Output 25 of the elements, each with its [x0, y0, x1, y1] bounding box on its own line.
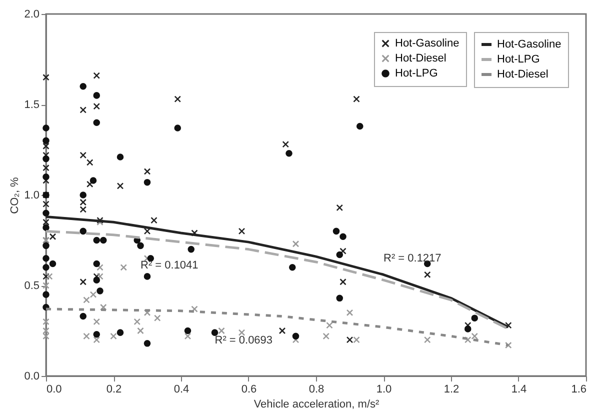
annotation: R² = 0.1217 [384, 252, 442, 265]
x-tick-label: 1.0 [376, 384, 392, 396]
annotation: R² = 0.0693 [214, 334, 273, 347]
x-tick-label: 0.6 [241, 384, 257, 396]
x-tick-label: 0.0 [46, 384, 62, 396]
y-axis-title: CO₂, % [9, 176, 22, 214]
legend-label: Hot-LPG [497, 54, 540, 66]
x-tick-label: 1.2 [444, 384, 460, 396]
legend-label: Hot-Gasoline [497, 38, 562, 50]
y-tick-label: 0.0 [24, 370, 40, 382]
y-tick-label: 2.0 [24, 8, 40, 20]
annotation: R² = 0.1041 [140, 260, 198, 272]
x-tick-label: 1.4 [511, 384, 527, 396]
y-tick-label: 0.5 [24, 280, 40, 292]
y-tick-label: 1.0 [24, 190, 40, 202]
x-tick-label: 0.2 [106, 384, 122, 396]
legend-label: Hot-Gasoline [395, 38, 460, 50]
x-axis-title: Vehicle acceleration, m/s² [254, 398, 380, 410]
legend-label: Hot-Diesel [395, 52, 446, 64]
x-tick-label: 0.4 [174, 384, 190, 396]
x-tick-label: 0.8 [308, 384, 324, 396]
x-tick-label: 1.6 [571, 384, 586, 396]
legend-label: Hot-LPG [395, 68, 438, 80]
legend-label: Hot-Diesel [497, 68, 548, 80]
y-tick-label: 1.5 [24, 99, 40, 111]
